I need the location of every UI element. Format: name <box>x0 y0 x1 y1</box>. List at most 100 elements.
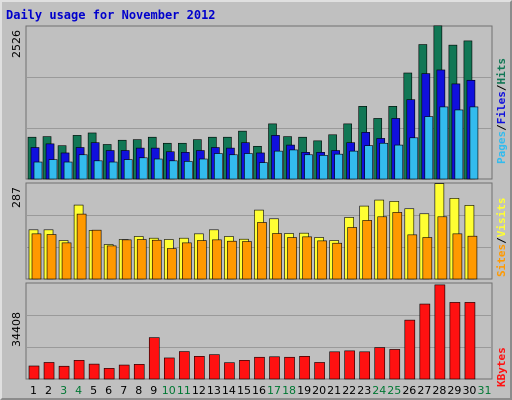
hits-legend-item: Hits <box>495 58 508 85</box>
day-tick-label: 30 <box>462 384 476 397</box>
day-tick-label: 17 <box>267 384 281 397</box>
pages-bar <box>394 144 404 180</box>
sites-bar <box>182 242 192 280</box>
day-tick-label: 12 <box>192 384 206 397</box>
sites-bar <box>362 220 373 280</box>
day-tick-label: 5 <box>90 384 97 397</box>
pages-bar <box>319 155 328 180</box>
sites-bar <box>46 234 57 280</box>
kbytes-bar <box>163 357 175 380</box>
pages-bar <box>334 153 343 180</box>
day-tick-label: 18 <box>282 384 296 397</box>
day-tick-label: 22 <box>342 384 356 397</box>
kbytes-bar <box>374 347 386 380</box>
kbytes-bar <box>148 337 160 380</box>
sites-bar <box>31 233 42 280</box>
pages-bar <box>168 160 178 180</box>
kbytes-bar <box>28 365 40 380</box>
kbytes-bar <box>239 360 250 380</box>
sites-bar <box>467 235 478 280</box>
hits-legend-separator: / <box>495 84 508 91</box>
sites-bar <box>91 229 102 280</box>
sites-bar <box>377 216 388 280</box>
sites-bar <box>347 227 357 280</box>
pages-bar <box>304 154 313 180</box>
day-tick-label: 20 <box>312 384 326 397</box>
day-tick-label: 28 <box>432 384 446 397</box>
kbytes-bar <box>284 356 295 380</box>
kbytes-legend: KBytes <box>495 347 508 387</box>
sites-bar <box>76 213 87 280</box>
sites-bar <box>212 239 222 280</box>
kbytes-legend-item: KBytes <box>495 347 508 387</box>
sites-bar <box>302 236 312 280</box>
pages-bar <box>379 142 389 180</box>
sites-bar <box>151 239 162 280</box>
kbytes-bar <box>344 350 355 380</box>
day-tick-label: 29 <box>447 384 461 397</box>
kbytes-bar <box>389 349 401 380</box>
kbytes-bar <box>194 356 205 380</box>
visits-legend-separator: / <box>495 237 508 244</box>
sites-bar <box>392 212 403 280</box>
pages-bar <box>138 157 148 180</box>
kbytes-bar <box>118 364 130 380</box>
sites-bar <box>422 237 433 280</box>
day-tick-label: 8 <box>135 384 142 397</box>
day-tick-label: 31 <box>477 384 491 397</box>
visits-legend-item: Sites <box>495 244 508 277</box>
pages-bar <box>454 109 464 180</box>
sites-bar <box>136 239 147 280</box>
sites-bar <box>227 240 237 280</box>
kbytes-bar <box>224 362 235 380</box>
pages-bar <box>364 145 374 180</box>
kbytes-max-label: 34408 <box>10 312 23 347</box>
kbytes-bar <box>314 362 325 380</box>
day-tick-label: 15 <box>237 384 251 397</box>
day-tick-label: 19 <box>297 384 311 397</box>
day-tick-label: 7 <box>120 384 127 397</box>
sites-bar <box>332 242 342 280</box>
day-tick-label: 25 <box>387 384 401 397</box>
kbytes-bar <box>73 360 85 380</box>
day-tick-label: 26 <box>402 384 416 397</box>
hits-legend-item: Pages <box>495 131 508 164</box>
kbytes-bar <box>179 351 190 380</box>
pages-bar <box>199 158 208 180</box>
day-tick-label: 4 <box>75 384 82 397</box>
pages-bar <box>409 137 419 180</box>
day-tick-label: 9 <box>150 384 157 397</box>
pages-bar <box>108 161 118 180</box>
sites-bar <box>287 237 297 280</box>
chart-title: Daily usage for November 2012 <box>6 8 216 22</box>
pages-bar <box>274 150 283 180</box>
kbytes-bar <box>43 362 55 380</box>
day-tick-label: 23 <box>357 384 371 397</box>
pages-bar <box>424 116 434 180</box>
pages-bar <box>123 159 133 180</box>
pages-bar <box>48 159 58 180</box>
day-tick-label: 11 <box>177 384 191 397</box>
pages-bar <box>153 158 163 180</box>
visits-legend: Sites/Visits <box>495 198 508 278</box>
hits-legend: Pages/Files/Hits <box>495 58 508 164</box>
sites-bar <box>257 222 267 280</box>
pages-bar <box>93 160 103 180</box>
day-tick-label: 27 <box>417 384 431 397</box>
kbytes-bar <box>133 364 145 380</box>
pages-bar <box>349 150 358 180</box>
visits-max-label: 287 <box>10 187 23 208</box>
pages-bar <box>259 162 268 180</box>
day-tick-label: 16 <box>252 384 266 397</box>
pages-bar <box>469 106 479 180</box>
sites-bar <box>272 233 282 280</box>
pages-bar <box>184 161 193 180</box>
visits-legend-item: Visits <box>495 198 508 238</box>
day-tick-label: 24 <box>372 384 386 397</box>
kbytes-bar <box>58 365 70 380</box>
kbytes-bar <box>299 356 310 380</box>
pages-bar <box>289 149 298 180</box>
hits-max-label: 2526 <box>10 30 23 58</box>
sites-bar <box>166 248 177 280</box>
